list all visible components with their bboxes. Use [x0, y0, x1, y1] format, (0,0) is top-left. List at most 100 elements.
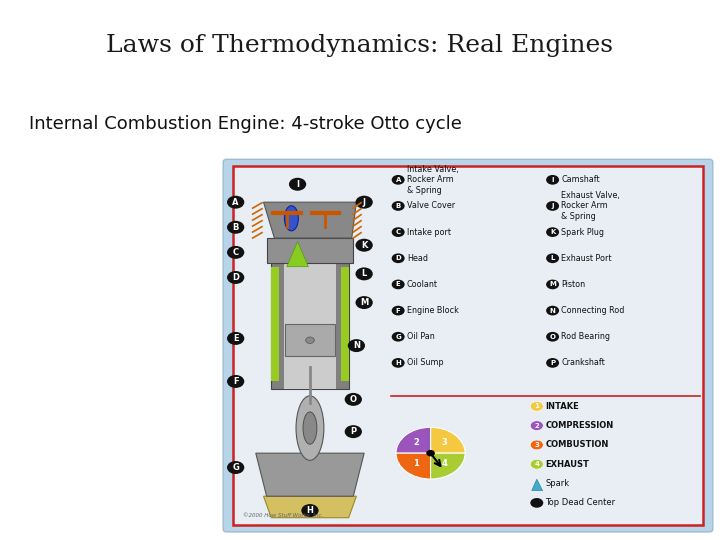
- Circle shape: [426, 450, 435, 456]
- Circle shape: [392, 227, 405, 237]
- Circle shape: [227, 221, 244, 234]
- Wedge shape: [431, 453, 465, 479]
- Text: B: B: [395, 203, 401, 209]
- Text: K: K: [550, 229, 555, 235]
- Circle shape: [356, 267, 373, 280]
- Text: COMBUSTION: COMBUSTION: [546, 441, 609, 449]
- Text: L: L: [550, 255, 555, 261]
- Circle shape: [227, 461, 244, 474]
- Circle shape: [348, 339, 365, 352]
- Text: Valve Cover: Valve Cover: [407, 201, 455, 211]
- Polygon shape: [271, 267, 279, 381]
- Text: N: N: [549, 308, 556, 314]
- Wedge shape: [396, 453, 431, 479]
- Text: G: G: [395, 334, 401, 340]
- Text: Head: Head: [407, 254, 428, 263]
- Text: I: I: [296, 180, 299, 189]
- Text: D: D: [232, 273, 239, 282]
- Text: 4: 4: [534, 461, 539, 467]
- Text: F: F: [396, 308, 400, 314]
- Circle shape: [531, 440, 544, 450]
- Circle shape: [356, 195, 373, 208]
- Text: Camshaft: Camshaft: [562, 176, 600, 184]
- Ellipse shape: [296, 396, 324, 460]
- Text: P: P: [550, 360, 555, 366]
- Text: Piston: Piston: [562, 280, 585, 289]
- Text: Connecting Rod: Connecting Rod: [562, 306, 625, 315]
- Text: O: O: [350, 395, 357, 404]
- Circle shape: [227, 246, 244, 259]
- Text: Rod Bearing: Rod Bearing: [562, 332, 611, 341]
- Circle shape: [392, 280, 405, 289]
- Circle shape: [356, 296, 373, 309]
- Text: Intake port: Intake port: [407, 228, 451, 237]
- Text: M: M: [360, 298, 368, 307]
- Circle shape: [546, 201, 559, 211]
- Text: M: M: [549, 281, 556, 287]
- Circle shape: [392, 253, 405, 263]
- Circle shape: [345, 425, 362, 438]
- Text: 3: 3: [442, 438, 448, 447]
- Text: COMPRESSION: COMPRESSION: [546, 421, 613, 430]
- Text: L: L: [361, 269, 366, 279]
- Circle shape: [392, 201, 405, 211]
- Circle shape: [305, 337, 314, 343]
- Circle shape: [546, 306, 559, 315]
- Circle shape: [531, 460, 544, 469]
- Text: O: O: [549, 334, 556, 340]
- Circle shape: [531, 421, 544, 430]
- Circle shape: [392, 175, 405, 185]
- Text: C: C: [395, 229, 401, 235]
- Text: Spark: Spark: [546, 479, 570, 488]
- FancyBboxPatch shape: [233, 166, 703, 525]
- Text: F: F: [233, 377, 238, 386]
- Text: ©2000 How Stuff Works, Inc.: ©2000 How Stuff Works, Inc.: [243, 513, 323, 518]
- Circle shape: [546, 253, 559, 263]
- Circle shape: [546, 227, 559, 237]
- Circle shape: [546, 280, 559, 289]
- Circle shape: [531, 401, 544, 411]
- Polygon shape: [256, 453, 364, 496]
- Text: E: E: [233, 334, 238, 343]
- Text: A: A: [395, 177, 401, 183]
- Ellipse shape: [284, 206, 298, 231]
- Text: A: A: [233, 198, 239, 207]
- Text: INTAKE: INTAKE: [546, 402, 579, 411]
- Text: EXHAUST: EXHAUST: [546, 460, 589, 469]
- Text: C: C: [233, 248, 239, 257]
- Text: N: N: [353, 341, 360, 350]
- Circle shape: [546, 175, 559, 185]
- Circle shape: [392, 358, 405, 368]
- Text: P: P: [350, 427, 356, 436]
- Text: Crankshaft: Crankshaft: [562, 359, 605, 367]
- Circle shape: [289, 178, 306, 191]
- Text: J: J: [363, 198, 366, 207]
- FancyBboxPatch shape: [223, 159, 713, 532]
- Text: Top Dead Center: Top Dead Center: [546, 498, 616, 508]
- Text: 2: 2: [534, 423, 539, 429]
- Text: G: G: [233, 463, 239, 472]
- Text: Engine Block: Engine Block: [407, 306, 459, 315]
- Polygon shape: [285, 324, 335, 356]
- Circle shape: [546, 358, 559, 368]
- Circle shape: [227, 195, 244, 208]
- Text: Internal Combustion Engine: 4-stroke Otto cycle: Internal Combustion Engine: 4-stroke Ott…: [29, 115, 462, 133]
- Polygon shape: [287, 241, 308, 267]
- Text: Oil Sump: Oil Sump: [407, 359, 444, 367]
- Text: 1: 1: [413, 460, 419, 468]
- Text: J: J: [552, 203, 554, 209]
- Polygon shape: [266, 238, 354, 263]
- Text: E: E: [396, 281, 400, 287]
- Text: Intake Valve,
Rocker Arm
& Spring: Intake Valve, Rocker Arm & Spring: [407, 165, 459, 195]
- Ellipse shape: [303, 412, 317, 444]
- Text: Exhaust Valve,
Rocker Arm
& Spring: Exhaust Valve, Rocker Arm & Spring: [562, 191, 620, 221]
- Text: Spark Plug: Spark Plug: [562, 228, 604, 237]
- Polygon shape: [271, 263, 348, 389]
- Circle shape: [356, 239, 373, 252]
- Circle shape: [227, 271, 244, 284]
- Text: Laws of Thermodynamics: Real Engines: Laws of Thermodynamics: Real Engines: [107, 35, 613, 57]
- Circle shape: [227, 332, 244, 345]
- Text: H: H: [307, 506, 313, 515]
- Polygon shape: [341, 267, 348, 381]
- Circle shape: [546, 332, 559, 342]
